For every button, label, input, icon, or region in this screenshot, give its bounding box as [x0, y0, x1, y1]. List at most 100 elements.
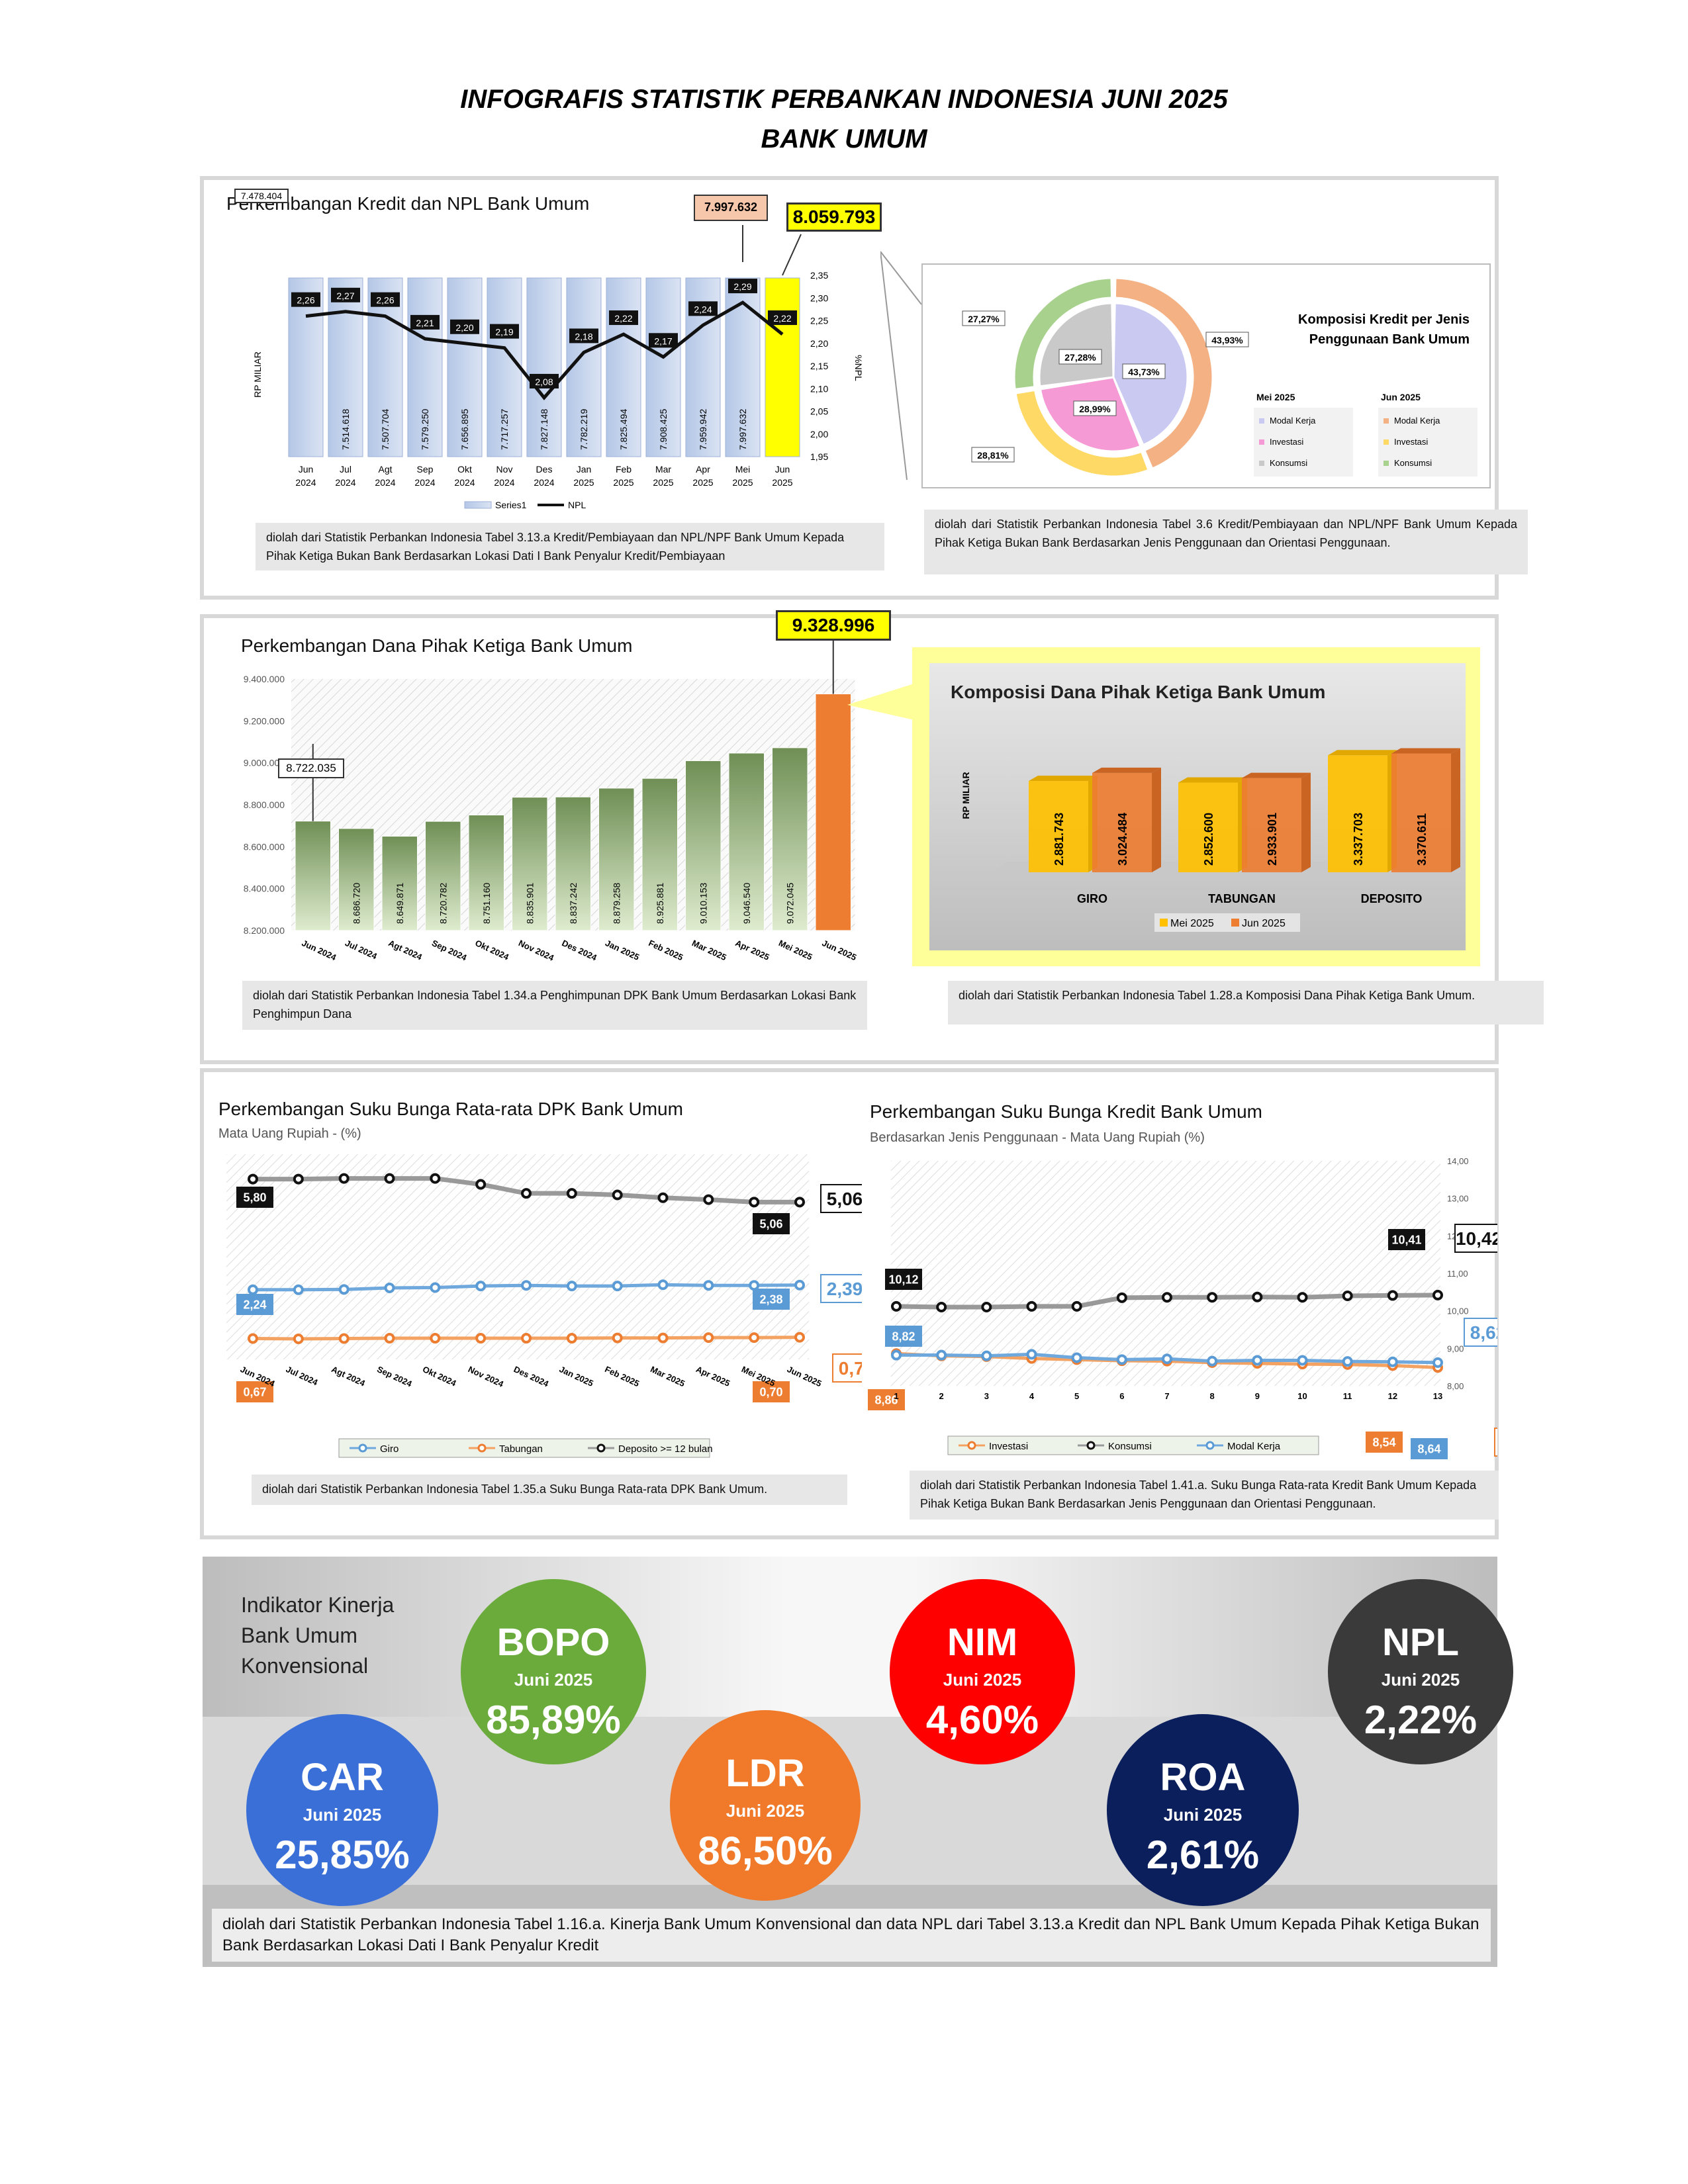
series-point — [475, 1179, 487, 1190]
credit-pointer — [880, 251, 922, 480]
dpk-x-label: Jul 2024 — [344, 938, 379, 962]
roa-value: 2,61% — [1146, 1833, 1260, 1877]
npl-label-box — [609, 310, 638, 326]
npl-label: 2,19 — [495, 327, 513, 338]
value-label: 2,39 — [827, 1279, 862, 1299]
dpk-bar — [685, 760, 722, 931]
dpk-y-tick: 9.400.000 — [244, 674, 285, 684]
series-point — [891, 1300, 902, 1312]
dpkcomp-bar — [1178, 782, 1238, 872]
dpk-rate-chart: 2,24 2,38 2,39 0,67 0,70 0,71 5,80 5,06 5,06 Jun … — [226, 1154, 862, 1458]
x-label: Feb 2025 — [603, 1364, 641, 1388]
credit-y2-tick: 2,25 — [810, 316, 828, 326]
value-label: 10,42 — [1456, 1228, 1497, 1249]
value-box — [885, 1326, 922, 1347]
dpk-x-label: Agt 2024 — [387, 938, 424, 962]
credit-x-month: Des — [536, 464, 553, 475]
legend-series1-swatch — [464, 501, 492, 509]
series-point — [430, 1333, 441, 1344]
legend-text: Modal Kerja — [1270, 416, 1316, 426]
credit-x-month: Sep — [417, 464, 434, 475]
value-label: 8,62 — [1470, 1322, 1497, 1343]
dpk-bar — [555, 796, 591, 931]
dpkcomp-bar — [1328, 755, 1387, 872]
dpkcomp-bar — [1029, 781, 1088, 872]
series-point — [1026, 1349, 1037, 1360]
series-point — [475, 1281, 487, 1292]
credit-bar — [645, 277, 681, 457]
x-label: 13 — [1433, 1391, 1442, 1401]
series-point — [338, 1333, 350, 1344]
series-point — [1432, 1357, 1443, 1368]
credit-bar-label: 7.959.942 — [698, 409, 708, 450]
value-box — [820, 1184, 862, 1213]
series-point — [248, 1284, 258, 1295]
series-point — [1207, 1355, 1218, 1367]
nim-value: 4,60% — [925, 1698, 1039, 1742]
series-point — [1387, 1290, 1398, 1301]
credit-x-year: 2025 — [653, 477, 673, 488]
series-point — [293, 1334, 304, 1344]
credit-ylabel: RP MILIAR — [252, 351, 263, 398]
dpk-y-tick: 8.200.000 — [244, 925, 285, 936]
npl-circle: NPL Juni 2025 2,22% — [1328, 1579, 1513, 1764]
legend-mei-title: Mei 2025 — [1256, 392, 1295, 402]
value-box — [868, 1389, 905, 1410]
x-label: Apr 2025 — [694, 1364, 731, 1388]
credit-rate-note: diolah dari Statistik Perbankan Indonesi… — [910, 1471, 1499, 1520]
car-period: Juni 2025 — [303, 1805, 382, 1825]
legend-npl: NPL — [568, 500, 586, 510]
pie-label: 27,27% — [968, 314, 1000, 324]
series-point — [657, 1279, 669, 1291]
x-label: Jun 2025 — [786, 1364, 823, 1388]
dpk-bar — [815, 693, 851, 931]
dpk-pointer — [847, 682, 920, 721]
indicator-top-band — [203, 1557, 1497, 1717]
legend-label: Konsumsi — [1108, 1441, 1152, 1452]
series-point — [1297, 1355, 1308, 1366]
x-label: 5 — [1074, 1391, 1079, 1401]
npl-label-box — [768, 310, 797, 326]
series-point — [566, 1333, 577, 1344]
npl-label-box — [569, 328, 598, 343]
legend-swatch-dot — [967, 1441, 976, 1450]
legend-label: Modal Kerja — [1227, 1441, 1281, 1452]
credit-bar-label: 7.908.425 — [658, 409, 669, 450]
dpk-bar-label: 9.072.045 — [784, 883, 795, 924]
dpkcomp-x-label: TABUNGAN — [1208, 892, 1276, 905]
x-label: Sep 2024 — [375, 1364, 414, 1389]
credit-x-year: 2024 — [375, 477, 395, 488]
dpk-bar-label: 8.837.242 — [568, 883, 579, 924]
dpk-x-label: Jun 2025 — [820, 938, 858, 962]
npl-label: 2,26 — [297, 295, 314, 306]
series-point — [981, 1302, 992, 1312]
x-label: 3 — [984, 1391, 989, 1401]
credit-bar-label: 7.656.895 — [459, 409, 470, 450]
legend-box — [947, 1435, 1319, 1455]
dpk-bar-label: 8.686.720 — [351, 883, 361, 924]
legend-label: Deposito >= 12 bulan — [618, 1443, 713, 1455]
npl-label-box — [688, 301, 718, 316]
credit-bar — [407, 277, 443, 457]
value-label: 5,06 — [759, 1217, 782, 1230]
series-point — [248, 1333, 258, 1344]
y-tick: 14,00 — [1447, 1156, 1469, 1166]
x-label: 1 — [894, 1391, 898, 1401]
dpk-x-label: Feb 2025 — [647, 938, 684, 962]
dpk-x-label: Apr 2025 — [733, 938, 771, 962]
dpkcomp-legend-label: Mei 2025 — [1170, 918, 1214, 929]
credit-x-month: Mar — [655, 464, 671, 475]
pie-label: 43,73% — [1128, 367, 1160, 377]
pie-label-box — [971, 447, 1015, 463]
series-point — [1342, 1291, 1353, 1301]
credit-bar — [765, 277, 800, 457]
credit-x-year: 2025 — [732, 477, 753, 488]
legend-item: Modal Kerja — [1259, 410, 1348, 432]
value-box — [1411, 1438, 1448, 1459]
dpkcomp-legend-swatch — [1231, 919, 1239, 927]
pie-inner-slice — [1038, 302, 1115, 388]
credit-first-callout: 7.478.404 — [234, 189, 289, 203]
dpkcomp-legend-swatch — [1160, 919, 1168, 927]
series-point — [521, 1280, 532, 1291]
series-point — [1252, 1291, 1263, 1302]
